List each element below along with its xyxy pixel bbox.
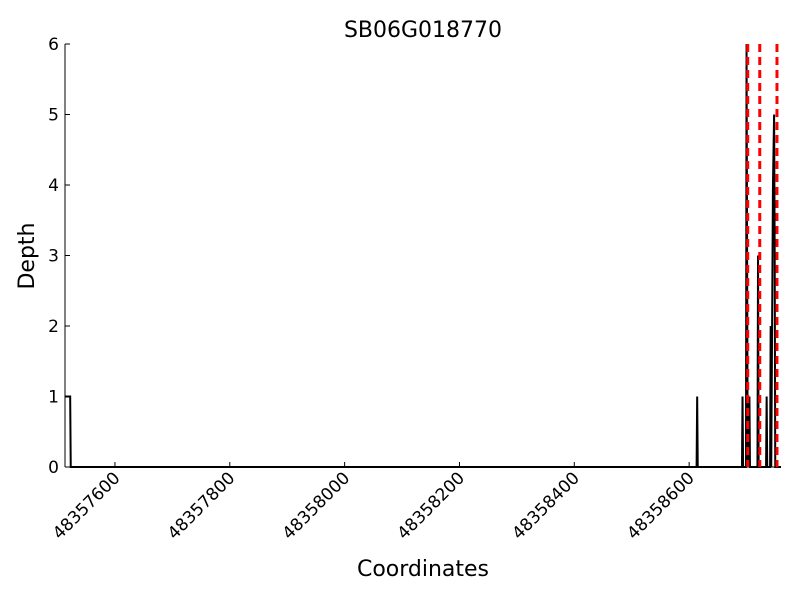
y-tick-label: 3	[48, 247, 59, 267]
x-tick-label: 48358600	[623, 468, 698, 543]
y-tick-label: 2	[48, 317, 59, 337]
x-tick-label: 48358400	[509, 468, 584, 543]
x-tick-label: 48357800	[164, 468, 239, 543]
y-tick-label: 6	[48, 35, 59, 55]
y-tick-label: 5	[48, 106, 59, 126]
x-axis-label: Coordinates	[357, 557, 489, 582]
y-tick-label: 1	[48, 388, 59, 408]
y-axis-label: Depth	[15, 222, 40, 289]
x-tick-label: 48358000	[279, 468, 354, 543]
y-tick-label: 0	[48, 458, 59, 478]
x-tick-label: 48358200	[394, 468, 469, 543]
chart-title: SB06G018770	[344, 18, 502, 43]
x-tick-label: 48357600	[49, 468, 124, 543]
plot-frame	[65, 44, 781, 467]
depth-line	[65, 43, 781, 468]
y-tick-label: 4	[48, 176, 59, 196]
